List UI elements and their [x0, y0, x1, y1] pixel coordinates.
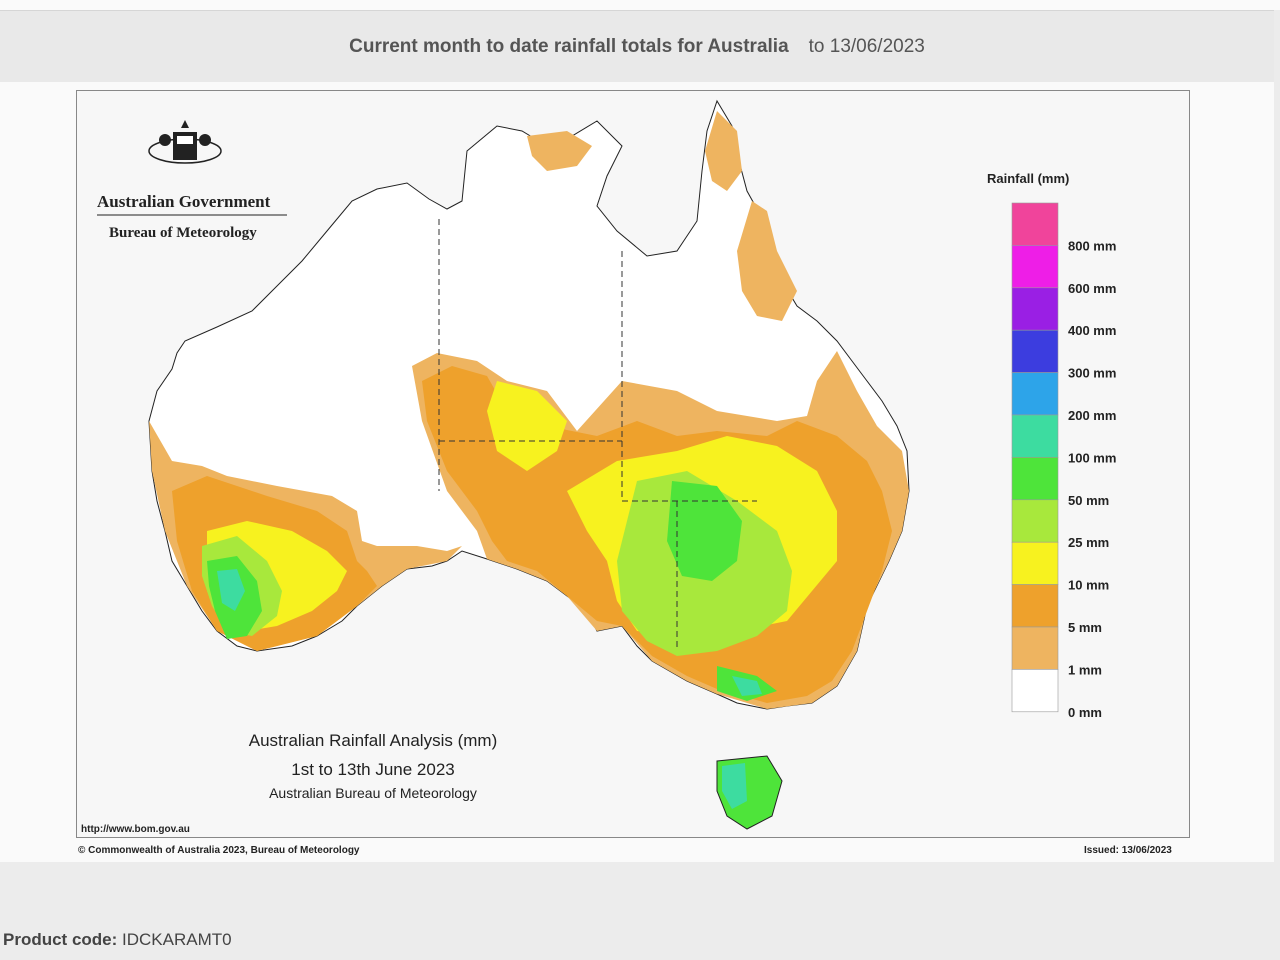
legend-swatch	[1011, 245, 1059, 289]
legend-label: 1 mm	[1068, 662, 1102, 677]
product-code: Product code: IDCKARAMT0	[3, 930, 232, 950]
map-caption-title: Australian Rainfall Analysis (mm)	[249, 731, 497, 750]
top-edge	[0, 0, 1280, 10]
legend-label: 100 mm	[1068, 450, 1116, 465]
page-date: to 13/06/2023	[808, 36, 925, 57]
rainfall-map-image: Australian Government Bureau of Meteorol…	[76, 90, 1190, 838]
legend-label: 10 mm	[1068, 578, 1109, 593]
issued-date: Issued: 13/06/2023	[1084, 845, 1172, 856]
product-code-value: IDCKARAMT0	[122, 930, 232, 949]
bom-url: http://www.bom.gov.au	[81, 824, 190, 835]
legend-label: 50 mm	[1068, 493, 1109, 508]
legend-label: 25 mm	[1068, 535, 1109, 550]
rain-band-5mm-qld	[527, 111, 797, 321]
legend-swatch	[1011, 414, 1059, 458]
product-code-label: Product code:	[3, 930, 118, 949]
logo-line1: Australian Government	[97, 192, 271, 211]
legend-label: 600 mm	[1068, 281, 1116, 296]
map-caption-period: 1st to 13th June 2023	[291, 760, 455, 779]
legend-swatch	[1011, 499, 1059, 543]
legend-label: 300 mm	[1068, 366, 1116, 381]
rainfall-map-svg: Australian Government Bureau of Meteorol…	[81, 99, 1116, 835]
tasmania-west	[722, 763, 747, 809]
map-caption-source: Australian Bureau of Meteorology	[269, 785, 477, 801]
rainfall-legend: 800 mm 600 mm 400 mm 300 mm 200 mm 100 mm 50 m…	[1011, 202, 1116, 720]
legend-title: Rainfall (mm)	[987, 171, 1069, 186]
state-borders	[438, 219, 757, 651]
page-title: Current month to date rainfall totals fo…	[349, 36, 789, 57]
rain-band-50mm	[207, 481, 777, 701]
legend-swatch	[1011, 287, 1059, 331]
legend-label: 400 mm	[1068, 323, 1116, 338]
legend-swatch	[1011, 329, 1059, 373]
page-header: Current month to date rainfall totals fo…	[0, 10, 1274, 83]
legend-swatch	[1011, 202, 1059, 246]
legend-swatch	[1011, 372, 1059, 416]
legend-label: 200 mm	[1068, 408, 1116, 423]
copyright-text: © Commonwealth of Australia 2023, Bureau…	[78, 845, 360, 856]
legend-swatch	[1011, 541, 1059, 585]
legend-swatch	[1011, 669, 1059, 713]
coat-of-arms-icon	[148, 120, 222, 164]
logo-line2: Bureau of Meteorology	[109, 225, 257, 241]
legend-swatch	[1011, 457, 1059, 501]
legend-swatch	[1011, 626, 1059, 670]
legend-label: 0 mm	[1068, 705, 1102, 720]
legend-label: 800 mm	[1068, 238, 1116, 253]
legend-swatch	[1011, 584, 1059, 628]
legend-label: 5 mm	[1068, 620, 1102, 635]
